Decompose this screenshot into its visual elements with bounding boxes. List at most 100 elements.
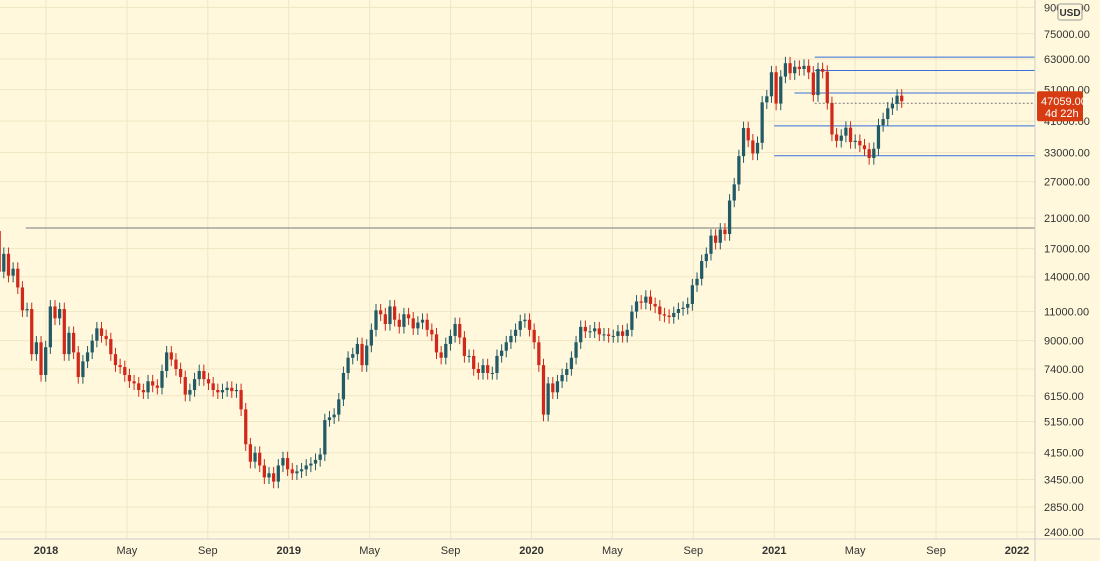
candle [276, 459, 280, 489]
candle [634, 295, 639, 319]
x-tick-label: 2020 [519, 545, 543, 557]
candle-body [853, 140, 857, 143]
candle-body [178, 369, 183, 378]
candle [569, 351, 574, 376]
candle [867, 142, 871, 165]
y-tick-label: 7400.00 [1044, 364, 1084, 376]
candle-body [290, 469, 294, 474]
candle-body [220, 390, 225, 393]
candle-body [518, 321, 522, 330]
current-price-badge [1037, 91, 1083, 122]
candle [188, 383, 192, 402]
currency-label: USD [1059, 8, 1080, 19]
candle [779, 70, 783, 111]
candle [704, 247, 708, 268]
candle [727, 194, 732, 241]
candle-body [825, 71, 829, 103]
candle [34, 335, 39, 361]
candle-body [258, 452, 262, 466]
candle [383, 307, 387, 331]
candle-body [76, 352, 80, 378]
candle-body [639, 301, 643, 303]
candle-body [499, 350, 504, 356]
candle-body [900, 95, 904, 102]
candle [760, 95, 764, 150]
candle [262, 459, 266, 485]
candle [81, 355, 85, 384]
x-tick-label: 2021 [762, 545, 786, 557]
candle-body [95, 328, 99, 341]
candle-body [448, 335, 453, 344]
y-tick-label: 2850.00 [1044, 502, 1084, 514]
candle-body [99, 328, 104, 336]
candle-body [104, 335, 108, 340]
candle-body [34, 342, 39, 355]
candle [481, 358, 485, 380]
candle-body [620, 331, 625, 336]
candle [658, 300, 662, 321]
candle-body [202, 370, 206, 380]
candle [499, 344, 504, 363]
candle-body [830, 102, 834, 135]
candle [816, 62, 820, 102]
candle-body [127, 374, 132, 382]
candle [95, 321, 99, 348]
candle-body [165, 352, 169, 371]
candle-body [565, 369, 569, 375]
candle-body [611, 335, 615, 337]
candle [104, 329, 108, 346]
candle-body [351, 354, 355, 358]
candle [630, 305, 634, 337]
candle [127, 368, 132, 388]
candle [620, 324, 625, 343]
candle-body [783, 63, 788, 77]
candle [490, 366, 494, 380]
currency-badge[interactable] [1057, 3, 1083, 21]
candle-body [667, 315, 671, 317]
candle-body [360, 343, 364, 366]
candle-body [137, 383, 141, 391]
candle-body [0, 230, 1, 272]
candle-body [574, 342, 578, 358]
candle [169, 346, 173, 367]
candle [537, 335, 541, 372]
candle [392, 300, 397, 327]
y-tick-label: 27000.00 [1044, 177, 1090, 189]
candle [113, 347, 118, 372]
candle-body [425, 319, 429, 330]
candle [420, 313, 425, 330]
candle-body [369, 329, 373, 346]
candle-body [444, 343, 448, 358]
candle-body [486, 365, 490, 373]
candle [220, 383, 225, 399]
candle [202, 364, 206, 386]
candle [379, 303, 383, 321]
candle [616, 324, 620, 343]
candle [327, 410, 332, 427]
candle-body [709, 235, 713, 254]
x-tick-label: Sep [198, 545, 218, 557]
candle-body [183, 377, 187, 395]
x-tick-label: May [845, 545, 866, 557]
candle [295, 464, 299, 480]
candle-body [625, 329, 629, 336]
candle [85, 346, 90, 369]
candle [192, 372, 197, 397]
candle [211, 377, 215, 397]
y-tick-label: 5150.00 [1044, 416, 1084, 428]
candle-body [285, 458, 290, 470]
candle [141, 383, 146, 399]
candle [755, 136, 760, 161]
candle [58, 302, 62, 326]
y-tick-label: 33000.00 [1044, 148, 1090, 160]
candle-body [192, 379, 197, 391]
candle [137, 377, 141, 397]
candle [90, 334, 94, 360]
candle-body [821, 68, 825, 72]
candle [216, 383, 220, 399]
x-tick-label: May [117, 545, 138, 557]
candle-body [304, 465, 308, 470]
candle-body [25, 309, 29, 311]
candle-body [686, 303, 690, 308]
candle-body [118, 365, 122, 368]
